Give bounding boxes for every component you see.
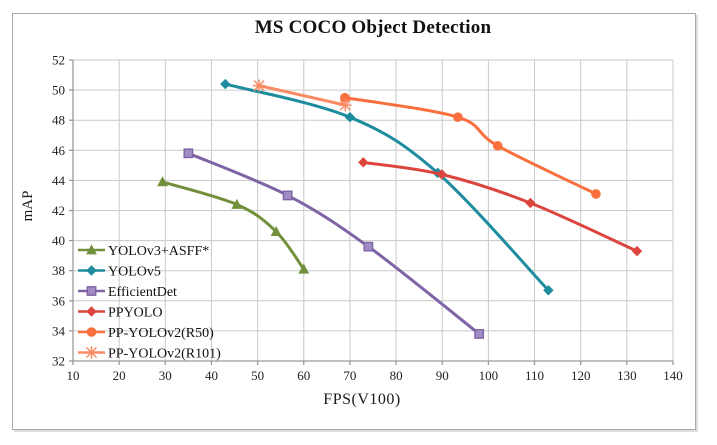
- x-axis-title: FPS(V100): [323, 391, 401, 408]
- chart-title: MS COCO Object Detection: [254, 17, 492, 38]
- legend-label: PP-YOLOv2(R50): [108, 326, 214, 341]
- y-tick-label: 48: [52, 113, 65, 128]
- legend-label: PP-YOLOv2(R101): [108, 346, 221, 361]
- series-pp-yolov2-r50: [340, 92, 601, 199]
- x-tick-label: 20: [113, 368, 126, 383]
- x-tick-label: 30: [159, 368, 172, 383]
- x-tick-label: 50: [251, 368, 264, 383]
- x-tick-label: 140: [663, 368, 683, 383]
- series-pp-yolov2-r101: [252, 79, 352, 112]
- x-tick-label: 40: [205, 368, 218, 383]
- x-tick-label: 100: [479, 368, 499, 383]
- x-tick-label: 90: [436, 368, 449, 383]
- series-ppyolo: [358, 157, 643, 257]
- y-tick-labels: 32 34 36 38 40 42 44 46 48 50 52: [52, 53, 66, 369]
- x-tick-labels: 10 20 30 40 50 60 70 80 90 100 110 120 130 140: [67, 368, 683, 383]
- y-tick-label: 46: [52, 143, 66, 158]
- y-tick-label: 38: [52, 263, 65, 278]
- x-tick-label: 130: [617, 368, 637, 383]
- legend-item-yolov3-asff: YOLOv3+ASFF*: [78, 244, 209, 259]
- y-tick-label: 34: [52, 323, 66, 338]
- x-tick-label: 80: [390, 368, 403, 383]
- x-tick-label: 60: [297, 368, 310, 383]
- legend-label: PPYOLO: [108, 305, 162, 320]
- legend-item-efficientdet: EfficientDet: [78, 285, 177, 300]
- x-tick-label: 120: [571, 368, 591, 383]
- y-tick-label: 50: [52, 83, 65, 98]
- x-tick-label: 10: [67, 368, 80, 383]
- y-tick-label: 42: [52, 203, 65, 218]
- legend-item-pp-yolov2-r101: PP-YOLOv2(R101): [78, 346, 221, 361]
- series-yolov3-asff: [157, 176, 310, 274]
- legend-item-ppyolo: PPYOLO: [78, 305, 162, 320]
- legend-label: YOLOv3+ASFF*: [108, 244, 209, 259]
- y-tick-label: 32: [52, 354, 65, 369]
- y-tick-label: 52: [52, 53, 65, 68]
- series-efficientdet: [183, 148, 485, 339]
- legend-label: YOLOv5: [108, 264, 161, 279]
- legend: YOLOv3+ASFF* YOLOv5 EfficientDet PPYOLO PP-Y…: [78, 244, 221, 361]
- y-tick-label: 44: [52, 173, 66, 188]
- legend-item-yolov5: YOLOv5: [78, 264, 161, 279]
- legend-item-pp-yolov2-r50: PP-YOLOv2(R50): [78, 326, 214, 341]
- x-tick-label: 70: [343, 368, 356, 383]
- x-tick-label: 110: [525, 368, 544, 383]
- legend-label: EfficientDet: [108, 285, 177, 300]
- axes: [69, 59, 674, 365]
- gridlines: [73, 59, 674, 361]
- y-tick-label: 40: [52, 233, 65, 248]
- y-tick-label: 36: [52, 293, 66, 308]
